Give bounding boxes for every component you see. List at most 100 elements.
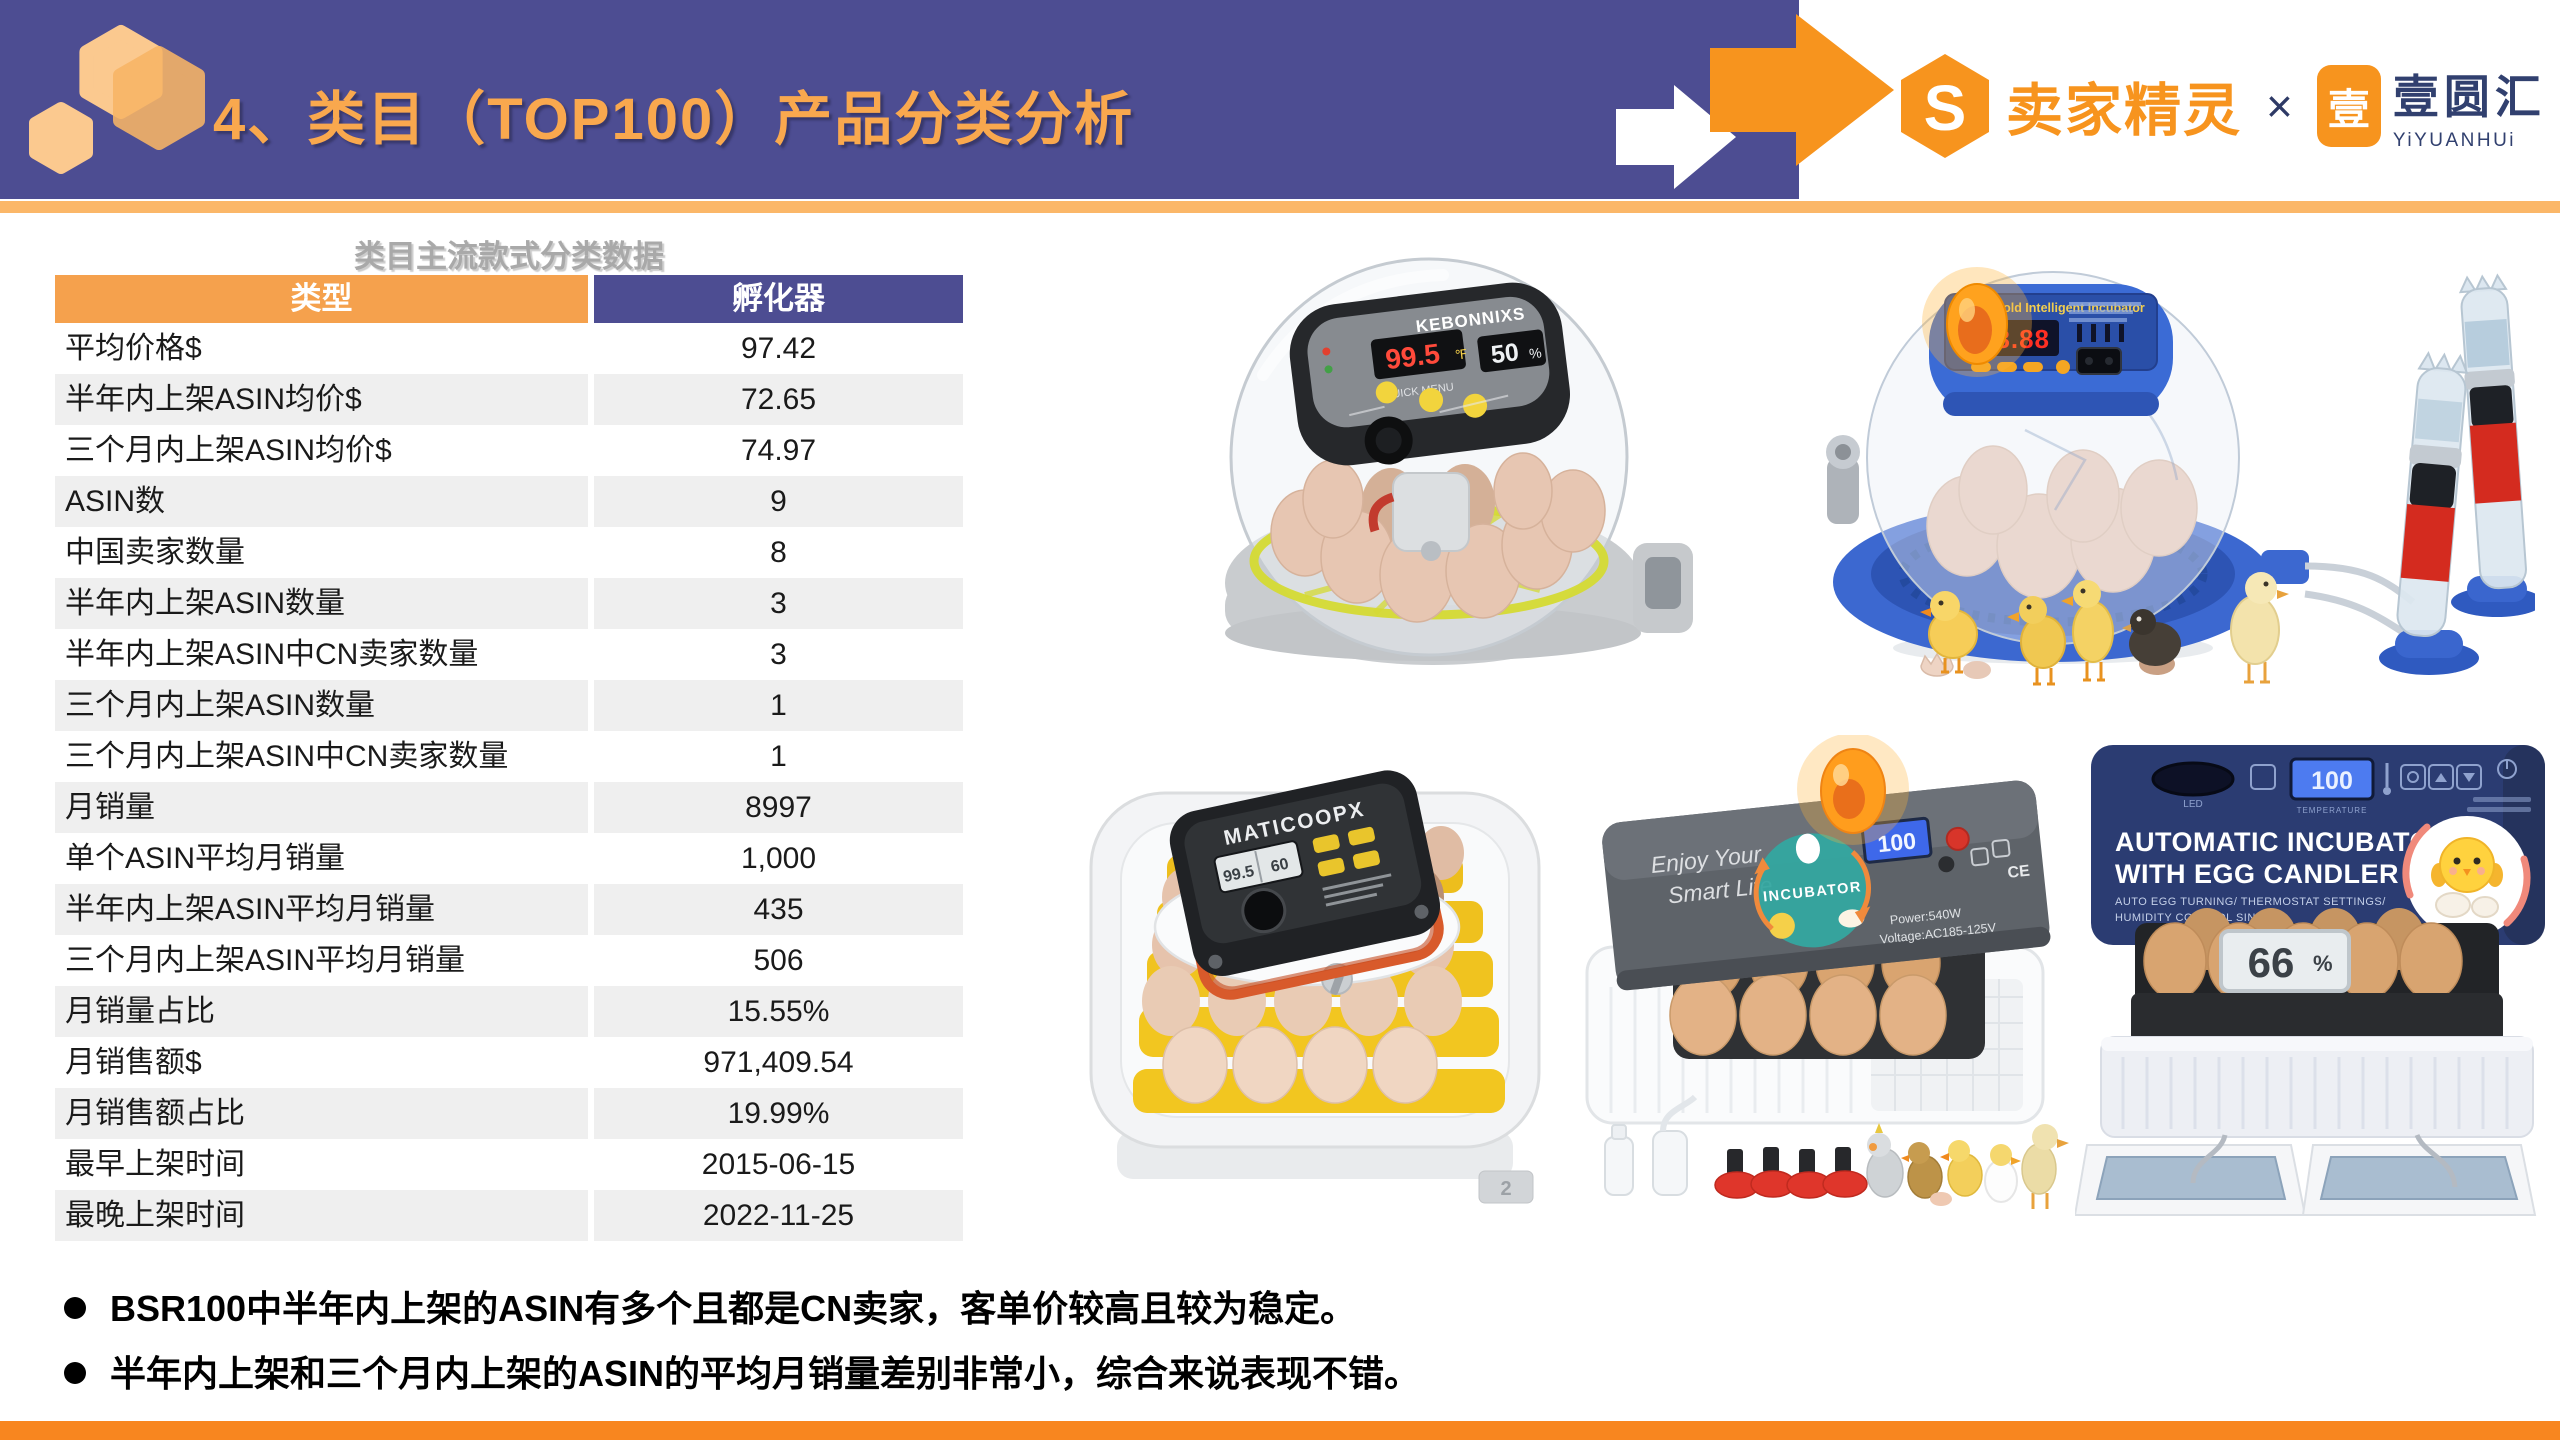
- p2-water-bottles: [2379, 273, 2543, 675]
- p5-top-unit: LED 100 TEMPERATURE AUTOMATIC INCUBATOR …: [2091, 745, 2545, 945]
- p5-chick-badge: [2402, 816, 2531, 938]
- logo-separator: ×: [2266, 80, 2293, 132]
- p4-red-drinker-cups: [1714, 1147, 1868, 1199]
- metric-value: 74.97: [740, 434, 817, 467]
- metric-label: 最早上架时间: [65, 1148, 245, 1181]
- metric-label: 半年内上架ASIN数量: [55, 578, 588, 629]
- metric-label: 月销量: [55, 782, 588, 833]
- metric-label: ASIN数: [55, 476, 588, 527]
- p5-water-trays: [2073, 1133, 2537, 1216]
- metric-value: 435: [594, 884, 963, 935]
- product-image-maticoopx-incubator: 2: [1075, 735, 1575, 1220]
- p1-control-unit: KEBONNIXS 99.5 ℉ 50 % QUICK MENU: [1289, 282, 1571, 466]
- metric-label: 单个ASIN平均月销量: [65, 842, 346, 875]
- p5-led-label: LED: [2183, 799, 2202, 810]
- yiyuanhui-subtitle: YiYUANHUi: [2392, 129, 2517, 151]
- metric-label: 平均价格$: [65, 332, 202, 365]
- table-row: 月销售额占比 19.99%: [55, 1088, 963, 1139]
- table-row: 三个月内上架ASIN平均月销量 506: [55, 935, 963, 986]
- p1-humidity-unit: %: [1528, 344, 1542, 361]
- table-row: ASIN数 9: [55, 476, 963, 527]
- arrow-decoration: [1616, 14, 1894, 189]
- bullet-dot-icon: [64, 1361, 86, 1384]
- metric-value: 19.99%: [594, 1088, 963, 1139]
- page-title: 4、类目（TOP100）产品分类分析: [213, 87, 1135, 152]
- table-row: 平均价格$ 97.42: [55, 323, 963, 374]
- metric-value: 97.42: [740, 332, 817, 365]
- p2-chicks: [1920, 572, 2289, 686]
- sellersprite-logo-icon: S: [1901, 54, 1989, 158]
- table-row: 单个ASIN平均月销量 1,000: [55, 833, 963, 884]
- p5-temp-display: 100: [2311, 767, 2353, 795]
- table-row: 中国卖家数量 8: [55, 527, 963, 578]
- metric-value: 506: [753, 944, 804, 977]
- product-image-drawer-incubator: Enjoy Your Smart Life INCUBATOR 100 CE P…: [1555, 733, 2075, 1220]
- metric-label: 三个月内上架ASIN平均月销量: [65, 944, 466, 977]
- orange-arrow-icon: [1710, 14, 1894, 166]
- p5-humidity-display: 66: [2248, 939, 2295, 986]
- p3-tab-number: 2: [1500, 1178, 1511, 1200]
- metric-value: 1,000: [740, 842, 817, 875]
- p4-chicks: [1866, 1123, 2069, 1209]
- p3-temp-display: 99.5: [1222, 863, 1256, 886]
- p4-ce-mark: CE: [2007, 863, 2031, 882]
- metric-value: 3: [770, 638, 787, 671]
- metric-value: 15.55%: [594, 986, 963, 1037]
- metric-value: 3: [594, 578, 963, 629]
- partner-logos: S 卖家精灵 × 壹 壹圆汇 YiYUANHUi: [1896, 38, 2546, 174]
- bullet-item: 半年内上架和三个月内上架的ASIN的平均月销量差别非常小，综合来说表现不错。: [58, 1351, 1838, 1398]
- p4-lcd-display: 100: [1876, 827, 1917, 857]
- yiyuanhui-logo-char: 壹: [2327, 85, 2370, 133]
- orange-divider: [0, 201, 2560, 213]
- bullet-item: BSR100中半年内上架的ASIN有多个且都是CN卖家，客单价较高且较为稳定。: [58, 1286, 1838, 1333]
- bullet-text: BSR100中半年内上架的ASIN有多个且都是CN卖家，客单价较高且较为稳定。: [110, 1288, 1357, 1329]
- metric-label: 半年内上架ASIN中CN卖家数量: [65, 638, 479, 671]
- yiyuanhui-logo-icon: 壹: [2316, 65, 2381, 147]
- p5-base: [2100, 1036, 2534, 1138]
- table-row: 月销售额$ 971,409.54: [55, 1037, 963, 1088]
- bullet-dot-icon: [64, 1297, 86, 1319]
- metric-label: 三个月内上架ASIN数量: [55, 680, 588, 731]
- p4-top-slab: Enjoy Your Smart Life INCUBATOR 100 CE P…: [1602, 780, 2051, 991]
- p1-illustration: KEBONNIXS 99.5 ℉ 50 % QUICK MENU: [1225, 257, 1693, 665]
- table-row: 半年内上架ASIN数量 3: [55, 578, 963, 629]
- metric-value: 8: [770, 536, 787, 569]
- p3-humidity-display: 60: [1269, 856, 1290, 876]
- p3-control-pad: MATICOOPX 99.5 60: [1169, 770, 1444, 1000]
- metric-label: 中国卖家数量: [65, 536, 245, 569]
- p1-temp-unit: ℉: [1454, 346, 1468, 362]
- header-band: [0, 0, 1799, 199]
- table-row: 最早上架时间 2015-06-15: [55, 1139, 963, 1190]
- metric-label: 最晚上架时间: [55, 1190, 588, 1241]
- table-row: 月销量 8997: [55, 782, 963, 833]
- p5-title-line1: AUTOMATIC INCUBATOR: [2115, 827, 2451, 857]
- table-row: 半年内上架ASIN均价$ 72.65: [55, 374, 963, 425]
- p4-accessories: [1604, 1094, 2069, 1209]
- metric-label: 半年内上架ASIN平均月销量: [55, 884, 588, 935]
- metric-value: 1: [594, 680, 963, 731]
- footer-bar: [0, 1421, 2560, 1440]
- yiyuanhui-name: 壹圆汇: [2392, 70, 2546, 123]
- table-row: 月销量占比 15.55%: [55, 986, 963, 1037]
- p5-subtitle-line1: AUTO EGG TURNING/ THERMOSTAT SETTINGS/: [2115, 896, 2386, 908]
- metric-label: 月销售额占比: [55, 1088, 588, 1139]
- metric-value: 971,409.54: [703, 1046, 854, 1079]
- p4-candled-egg: [1797, 733, 1909, 845]
- p2-illustration: Household Intelligent Incubator 38.88: [1826, 267, 2543, 686]
- column-header-type: 类型: [55, 275, 588, 323]
- metrics-table-body: 平均价格$ 97.42 半年内上架ASIN均价$ 72.65 三个月内上架ASIN均价$…: [55, 323, 963, 1241]
- metric-value: 2015-06-15: [701, 1148, 856, 1181]
- p1-temp-display: 99.5: [1384, 338, 1442, 375]
- metric-label: 三个月内上架ASIN均价$: [65, 434, 392, 467]
- yiyuanhui-logo-text: 壹圆汇 YiYUANHUi: [2393, 61, 2546, 152]
- table-row: 最晚上架时间 2022-11-25: [55, 1190, 963, 1241]
- table-row: 三个月内上架ASIN均价$ 74.97: [55, 425, 963, 476]
- p2-candled-egg: [1922, 267, 2032, 377]
- p1-center-hub: [1368, 472, 1470, 561]
- metric-value: 72.65: [594, 374, 963, 425]
- sellersprite-logo-text: 卖家精灵: [2006, 79, 2242, 143]
- table-title: 类目主流款式分类数据: [354, 239, 664, 274]
- product-image-kebonnixs-dome-incubator: KEBONNIXS 99.5 ℉ 50 % QUICK MENU: [1185, 245, 1705, 690]
- p5-temp-label: TEMPERATURE: [2297, 806, 2368, 815]
